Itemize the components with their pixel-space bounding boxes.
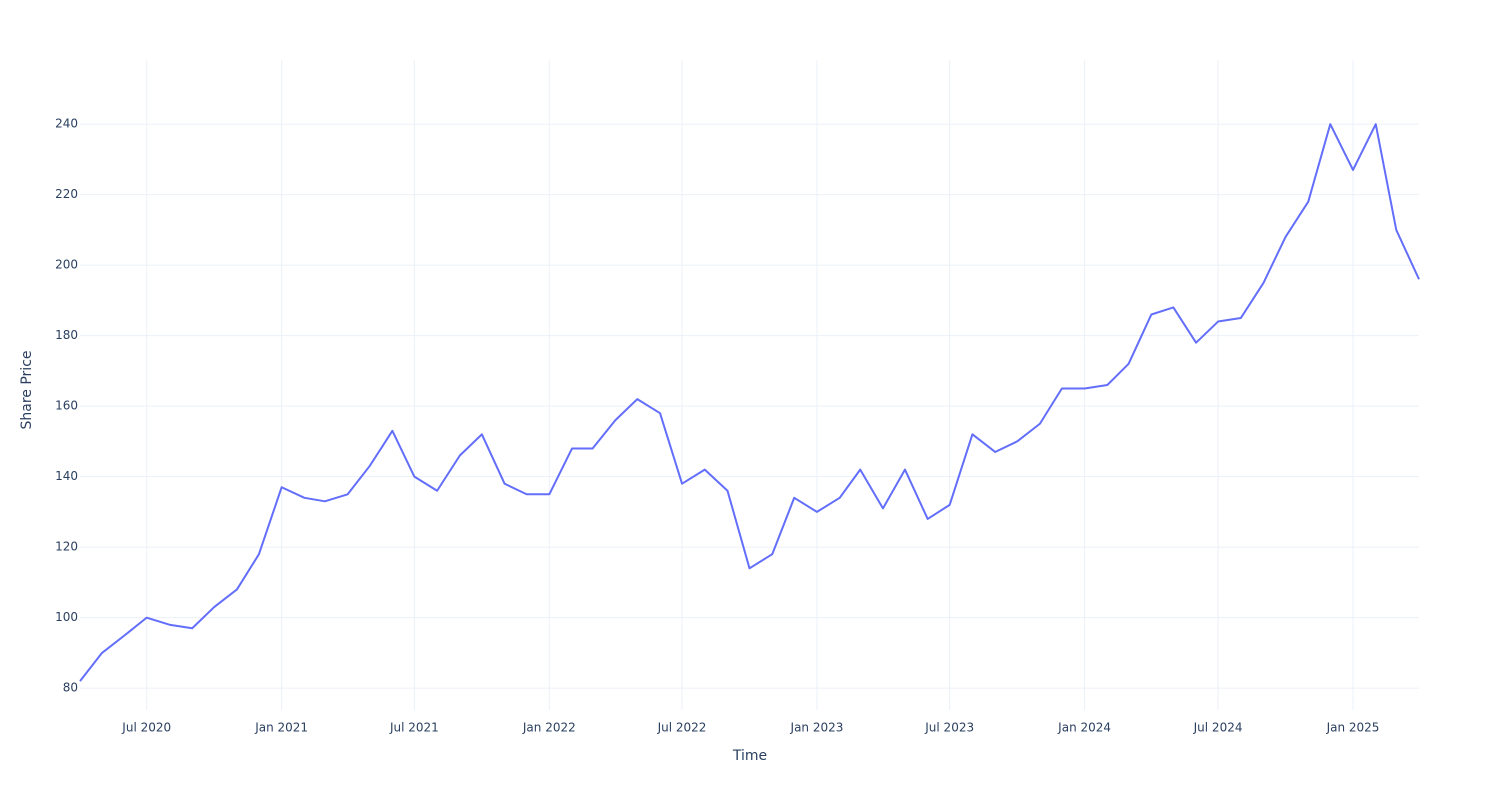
y-tick-label: 240 — [55, 117, 78, 131]
y-tick-label: 220 — [55, 187, 78, 201]
x-tick-label: Jan 2024 — [1057, 721, 1111, 735]
x-tick-label: Jan 2021 — [254, 721, 308, 735]
y-tick-label: 80 — [63, 681, 78, 695]
y-tick-label: 120 — [55, 540, 78, 554]
x-tick-label: Jan 2023 — [790, 721, 844, 735]
x-tick-label: Jul 2022 — [657, 721, 707, 735]
x-tick-label: Jul 2023 — [924, 721, 974, 735]
y-tick-label: 180 — [55, 328, 78, 342]
x-tick-label: Jul 2021 — [389, 721, 439, 735]
x-tick-label: Jul 2020 — [121, 721, 171, 735]
y-axis-title: Share Price — [19, 350, 35, 429]
x-tick-label: Jan 2022 — [522, 721, 576, 735]
y-tick-label: 160 — [55, 399, 78, 413]
y-tick-label: 140 — [55, 469, 78, 483]
x-tick-label: Jan 2025 — [1326, 721, 1380, 735]
x-axis-title: Time — [732, 748, 767, 764]
line — [79, 123, 1420, 682]
y-tick-label: 200 — [55, 258, 78, 272]
y-tick-label: 100 — [55, 610, 78, 624]
x-tick-label: Jul 2024 — [1193, 721, 1243, 735]
